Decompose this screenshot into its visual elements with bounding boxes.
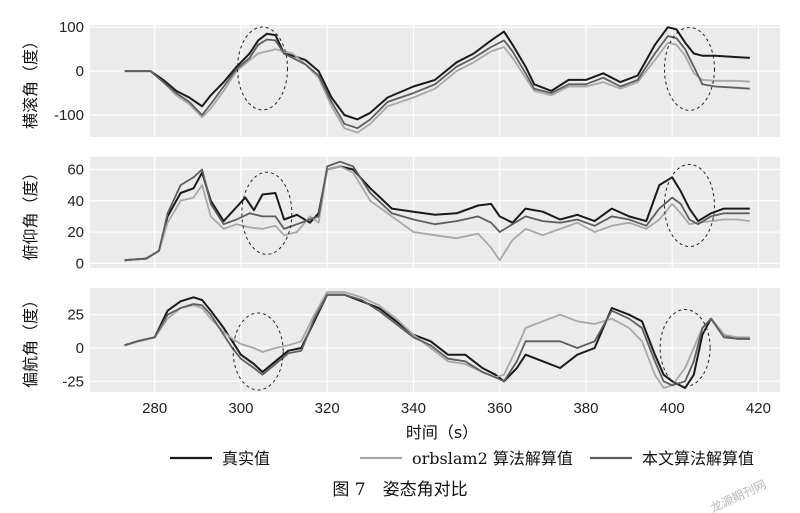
legend-label: 真实值: [222, 449, 270, 468]
series-line: [124, 35, 750, 130]
plot-background: [90, 157, 780, 268]
legend-item: orbslam2 算法解算值: [360, 449, 573, 468]
series-line: [124, 165, 750, 262]
legend-label: 本文算法解算值: [642, 449, 754, 468]
series-line: [124, 160, 750, 262]
x-tick-label: 420: [746, 400, 771, 417]
series-line: [124, 293, 750, 389]
x-tick-label: 320: [315, 400, 340, 417]
x-tick-label: 280: [142, 400, 167, 417]
y-tick-label: 20: [67, 224, 84, 241]
y-tick-label: -100: [54, 107, 84, 124]
x-tick-label: 400: [660, 400, 685, 417]
plot-background: [90, 25, 780, 137]
legend-label: orbslam2 算法解算值: [412, 449, 573, 468]
y-axis-label: 偏航角（度）: [21, 292, 40, 388]
highlight-ellipse: [659, 309, 711, 387]
series-line: [124, 41, 750, 134]
watermark: 龙源期刊网: [708, 477, 768, 513]
y-tick-label: 25: [67, 307, 84, 324]
panel-3: -25 0 25 偏航角（度）: [21, 288, 780, 392]
highlight-ellipse: [663, 26, 715, 111]
figure-caption: 图 7 姿态角对比: [332, 480, 467, 500]
x-tick-label: 380: [573, 400, 598, 417]
panel-2: 0 20 40 60 俯仰角（度）: [21, 157, 780, 272]
highlight-ellipse: [232, 312, 284, 391]
y-tick-label: 0: [76, 255, 84, 272]
highlight-ellipse: [663, 163, 715, 248]
series-line: [124, 165, 750, 262]
y-tick-label: 60: [67, 162, 84, 179]
y-tick-label: 0: [76, 63, 84, 80]
y-axis-label: 俯仰角（度）: [21, 164, 40, 260]
x-tick-label: 360: [487, 400, 512, 417]
y-tick-label: -25: [62, 373, 84, 390]
y-axis-label: 横滚角（度）: [21, 33, 40, 129]
legend: 真实值 orbslam2 算法解算值 本文算法解算值: [170, 449, 754, 468]
y-tick-label: 0: [76, 340, 84, 357]
highlight-ellipse: [241, 171, 293, 255]
panel-1: -100 0 100 横滚角（度）: [21, 19, 780, 137]
y-tick-label: 100: [59, 19, 84, 36]
legend-item: 真实值: [170, 449, 270, 468]
highlight-ellipse: [237, 26, 288, 111]
x-tick-label: 300: [228, 400, 253, 417]
y-tick-label: 40: [67, 193, 84, 210]
x-axis: 280 300 320 340 360 380 400 420: [142, 400, 771, 417]
legend-item: 本文算法解算值: [590, 449, 754, 468]
series-line: [124, 26, 750, 121]
panels: -100 0 100 横滚角（度） 0 20 40 60 俯仰角（度） -25 0 25 偏航角（度）: [21, 19, 780, 392]
x-tick-label: 340: [401, 400, 426, 417]
series-line: [124, 293, 750, 387]
x-axis-label: 时间（s）: [406, 423, 478, 442]
